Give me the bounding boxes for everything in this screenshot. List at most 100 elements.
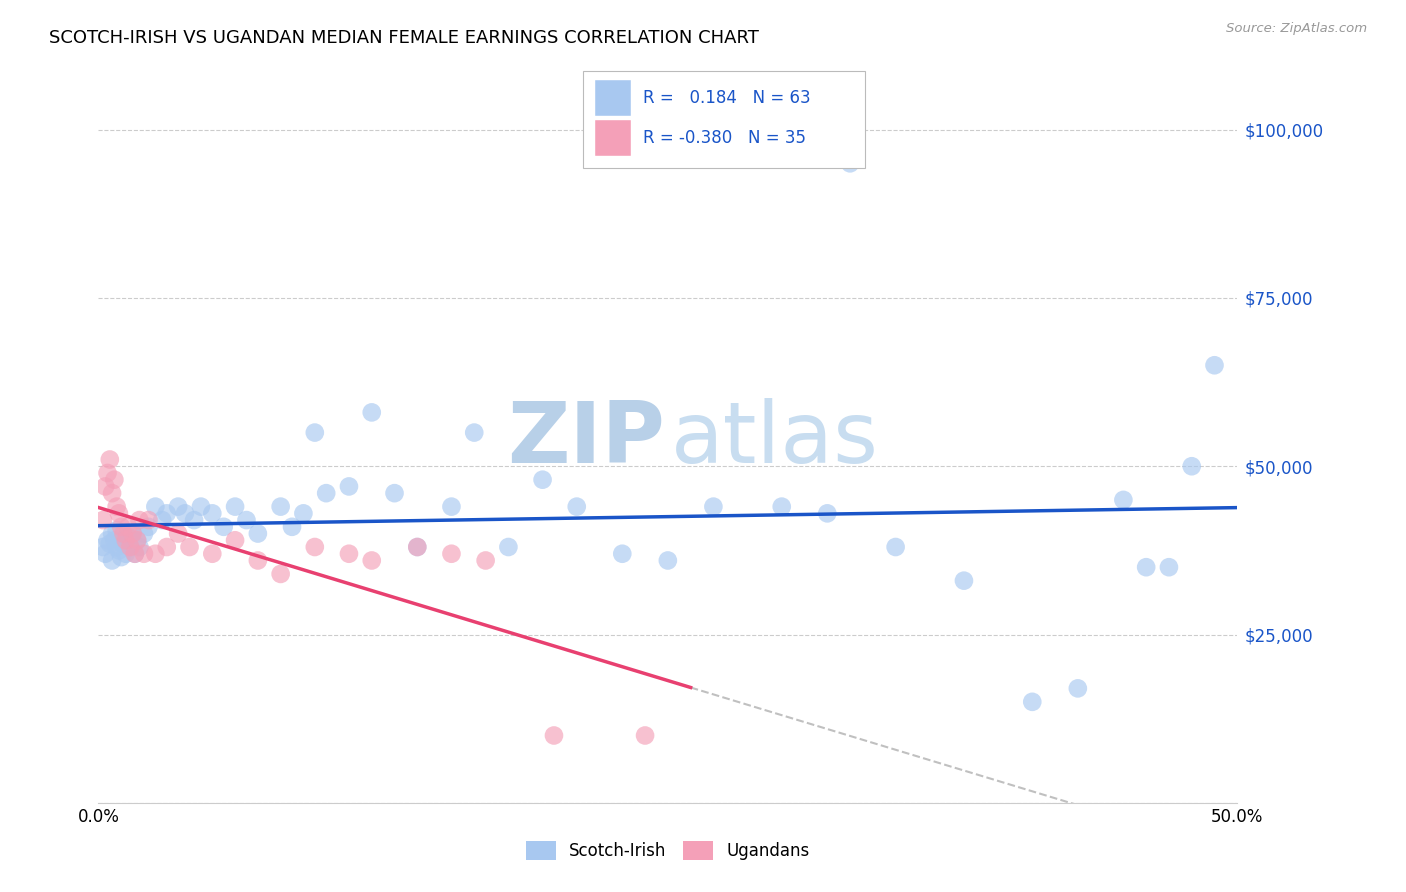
Point bbox=[132, 526, 155, 541]
Point bbox=[174, 507, 197, 521]
Point bbox=[1021, 695, 1043, 709]
Point bbox=[121, 526, 143, 541]
Point bbox=[315, 486, 337, 500]
Text: atlas: atlas bbox=[671, 398, 879, 481]
Point bbox=[1204, 358, 1226, 372]
Point bbox=[1157, 560, 1180, 574]
Point bbox=[103, 473, 125, 487]
Legend: Scotch-Irish, Ugandans: Scotch-Irish, Ugandans bbox=[519, 835, 817, 867]
Point bbox=[127, 533, 149, 548]
Point bbox=[474, 553, 496, 567]
Point bbox=[612, 547, 634, 561]
Point bbox=[770, 500, 793, 514]
Point bbox=[224, 500, 246, 514]
Point bbox=[112, 526, 135, 541]
Point bbox=[167, 500, 190, 514]
Point bbox=[304, 425, 326, 440]
Point bbox=[440, 547, 463, 561]
Point bbox=[128, 513, 150, 527]
Point bbox=[224, 533, 246, 548]
Point bbox=[96, 466, 118, 480]
Point bbox=[839, 156, 862, 170]
Point bbox=[120, 540, 142, 554]
Point bbox=[138, 520, 160, 534]
Point bbox=[94, 479, 117, 493]
Point bbox=[440, 500, 463, 514]
Text: Source: ZipAtlas.com: Source: ZipAtlas.com bbox=[1226, 22, 1367, 36]
Point bbox=[138, 513, 160, 527]
Point bbox=[117, 530, 139, 544]
Point bbox=[91, 540, 114, 554]
Point bbox=[953, 574, 976, 588]
Point bbox=[201, 507, 224, 521]
Point bbox=[463, 425, 485, 440]
Text: SCOTCH-IRISH VS UGANDAN MEDIAN FEMALE EARNINGS CORRELATION CHART: SCOTCH-IRISH VS UGANDAN MEDIAN FEMALE EA… bbox=[49, 29, 759, 46]
Point bbox=[292, 507, 315, 521]
Text: R = -0.380   N = 35: R = -0.380 N = 35 bbox=[643, 129, 806, 147]
Point bbox=[304, 540, 326, 554]
Point bbox=[212, 520, 235, 534]
Point bbox=[406, 540, 429, 554]
Point bbox=[565, 500, 588, 514]
Point bbox=[270, 566, 292, 581]
Point bbox=[1112, 492, 1135, 507]
Point bbox=[96, 533, 118, 548]
Point bbox=[1067, 681, 1090, 696]
Point bbox=[110, 520, 132, 534]
Point bbox=[105, 500, 128, 514]
Point bbox=[105, 540, 128, 554]
Point bbox=[167, 526, 190, 541]
Point bbox=[101, 553, 124, 567]
Point bbox=[384, 486, 406, 500]
Point bbox=[406, 540, 429, 554]
Point bbox=[110, 533, 132, 548]
Point bbox=[103, 533, 125, 548]
Point bbox=[360, 553, 382, 567]
Point bbox=[634, 729, 657, 743]
Point bbox=[281, 520, 304, 534]
Point bbox=[124, 547, 146, 561]
Point bbox=[145, 547, 167, 561]
Point bbox=[120, 540, 142, 554]
Point bbox=[108, 507, 131, 521]
Text: R =   0.184   N = 63: R = 0.184 N = 63 bbox=[643, 89, 810, 107]
Point bbox=[114, 547, 136, 561]
Point bbox=[105, 523, 128, 537]
Point bbox=[246, 526, 269, 541]
Point bbox=[114, 533, 136, 548]
Point bbox=[121, 526, 143, 541]
Point bbox=[110, 550, 132, 565]
Point bbox=[270, 500, 292, 514]
Point bbox=[101, 526, 124, 541]
Point bbox=[360, 405, 382, 419]
Point bbox=[108, 543, 131, 558]
Point bbox=[156, 507, 179, 521]
Point bbox=[337, 547, 360, 561]
Point bbox=[98, 536, 121, 550]
Point bbox=[183, 513, 205, 527]
Point bbox=[815, 507, 838, 521]
Point bbox=[235, 513, 257, 527]
Point bbox=[127, 533, 149, 548]
Point bbox=[179, 540, 201, 554]
Point bbox=[150, 513, 173, 527]
Point bbox=[1135, 560, 1157, 574]
Point bbox=[201, 547, 224, 561]
Point bbox=[246, 553, 269, 567]
Point bbox=[156, 540, 179, 554]
Point bbox=[132, 547, 155, 561]
Point bbox=[145, 500, 167, 514]
Point bbox=[657, 553, 679, 567]
Point bbox=[124, 547, 146, 561]
Point bbox=[498, 540, 520, 554]
Point bbox=[702, 500, 724, 514]
Point bbox=[91, 513, 114, 527]
Point bbox=[190, 500, 212, 514]
Point bbox=[101, 486, 124, 500]
Point bbox=[1181, 459, 1204, 474]
Point bbox=[337, 479, 360, 493]
Point bbox=[543, 729, 565, 743]
Point bbox=[117, 520, 139, 534]
Point bbox=[94, 547, 117, 561]
Point bbox=[884, 540, 907, 554]
